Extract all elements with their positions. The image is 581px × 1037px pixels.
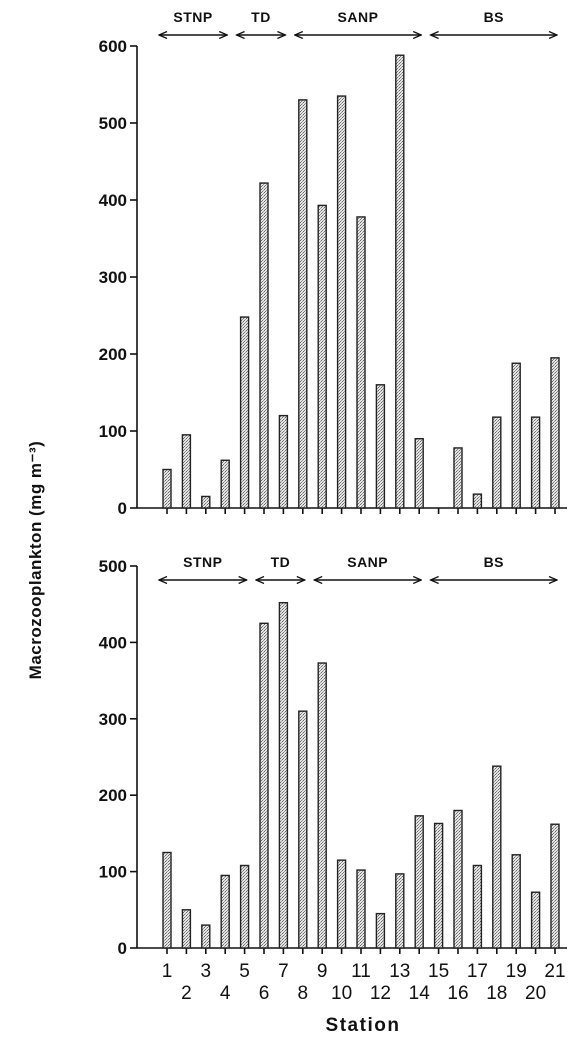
- top-region-label-stnp: STNP: [173, 9, 212, 25]
- bottom-bar-station-9: [317, 662, 327, 949]
- top-bar-station-7: [278, 414, 289, 509]
- x-tick-label-station-15: 15: [428, 961, 449, 982]
- top-y-tick-label: 600: [99, 37, 127, 56]
- x-tick-label-station-14: 14: [409, 983, 431, 1004]
- y-axis-title: Macrozooplankton (mg m⁻³): [26, 441, 45, 680]
- top-y-tick-label: 200: [99, 345, 127, 364]
- top-bar-station-10: [336, 95, 347, 509]
- bottom-y-tick-label: 400: [99, 633, 127, 652]
- top-region-label-bs: BS: [484, 9, 504, 25]
- x-tick-label-station-12: 12: [370, 983, 391, 1004]
- top-bar-station-16: [453, 447, 463, 509]
- x-tick-label-station-11: 11: [351, 961, 371, 982]
- x-tick-label-station-6: 6: [259, 983, 270, 1004]
- top-bar-station-13: [395, 54, 405, 509]
- x-tick-label-station-7: 7: [278, 961, 289, 982]
- top-bar-station-17: [472, 493, 483, 509]
- bottom-y-tick-label: 0: [118, 939, 127, 958]
- bottom-bar-station-13: [395, 873, 405, 949]
- top-bar-station-18: [492, 416, 502, 509]
- top-bar-station-8: [298, 99, 308, 509]
- bottom-bar-station-11: [356, 869, 366, 949]
- bottom-bar-station-16: [453, 809, 463, 949]
- bottom-bar-station-8: [298, 710, 308, 949]
- x-tick-label-station-1: 1: [162, 961, 173, 982]
- bottom-region-label-bs: BS: [484, 554, 504, 570]
- x-tick-label-station-18: 18: [486, 983, 507, 1004]
- bottom-bar-station-7: [278, 601, 289, 949]
- x-tick-label-station-5: 5: [239, 961, 250, 982]
- top-region-label-td: TD: [251, 9, 271, 25]
- bottom-bar-station-14: [414, 815, 424, 949]
- x-tick-label-station-16: 16: [447, 983, 468, 1004]
- top-bar-station-9: [317, 204, 327, 509]
- bottom-bar-station-3: [201, 924, 211, 949]
- bottom-bar-station-1: [162, 851, 172, 949]
- x-tick-label-station-19: 19: [506, 961, 527, 982]
- bottom-bar-station-4: [220, 874, 230, 949]
- bottom-bar-station-21: [550, 823, 560, 949]
- bottom-region-label-td: TD: [271, 554, 291, 570]
- x-tick-label-station-9: 9: [317, 961, 328, 982]
- top-bar-station-1: [162, 468, 172, 509]
- top-y-tick-label: 500: [99, 114, 127, 133]
- x-tick-label-station-4: 4: [220, 983, 231, 1004]
- bottom-bar-station-10: [336, 859, 347, 949]
- bottom-bar-station-17: [472, 864, 483, 949]
- x-tick-label-station-20: 20: [525, 983, 546, 1004]
- top-bar-station-19: [511, 362, 521, 509]
- x-tick-label-station-13: 13: [389, 961, 410, 982]
- top-bar-station-14: [414, 438, 424, 509]
- x-tick-label-station-10: 10: [331, 983, 352, 1004]
- top-y-tick-label: 100: [99, 422, 127, 441]
- top-y-tick-label: 0: [118, 499, 127, 518]
- top-bar-station-12: [375, 384, 386, 509]
- x-tick-label-station-8: 8: [298, 983, 309, 1004]
- bottom-y-tick-label: 300: [99, 710, 127, 729]
- bottom-bar-station-19: [511, 854, 521, 949]
- bottom-region-label-sanp: SANP: [347, 554, 388, 570]
- bottom-bar-station-15: [433, 822, 444, 949]
- bottom-region-label-stnp: STNP: [183, 554, 222, 570]
- top-region-label-sanp: SANP: [338, 9, 379, 25]
- bottom-panel: 0 100 200 300 400 500 STNP TD SANP BS: [99, 554, 567, 958]
- top-bar-station-4: [220, 459, 230, 509]
- x-axis-title: Station: [326, 1015, 401, 1036]
- x-tick-label-station-21: 21: [544, 961, 565, 982]
- top-bar-station-21: [550, 357, 560, 509]
- top-bar-station-2: [181, 434, 192, 509]
- x-tick-label-station-2: 2: [181, 983, 192, 1004]
- top-bar-station-3: [201, 495, 211, 509]
- bottom-bar-station-20: [530, 891, 541, 949]
- top-y-tick-label: 300: [99, 268, 127, 287]
- bottom-bar-station-2: [181, 909, 192, 949]
- bottom-bar-station-6: [259, 622, 269, 949]
- bottom-y-tick-label: 200: [99, 786, 127, 805]
- top-bar-station-20: [530, 416, 541, 509]
- x-tick-label-station-3: 3: [201, 961, 212, 982]
- top-bar-station-6: [259, 182, 269, 509]
- top-bar-station-5: [239, 316, 250, 509]
- top-bar-station-11: [356, 216, 366, 509]
- top-panel: 0 100 200 300 400 500 600 STNP TD SANP BS: [99, 9, 567, 518]
- bottom-y-tick-label: 500: [99, 557, 127, 576]
- top-y-tick-label: 400: [99, 191, 127, 210]
- bottom-bar-station-5: [239, 864, 250, 949]
- bottom-bar-station-18: [492, 765, 502, 949]
- x-tick-label-station-17: 17: [467, 961, 488, 982]
- bottom-y-tick-label: 100: [99, 863, 127, 882]
- bottom-bar-station-12: [375, 912, 386, 949]
